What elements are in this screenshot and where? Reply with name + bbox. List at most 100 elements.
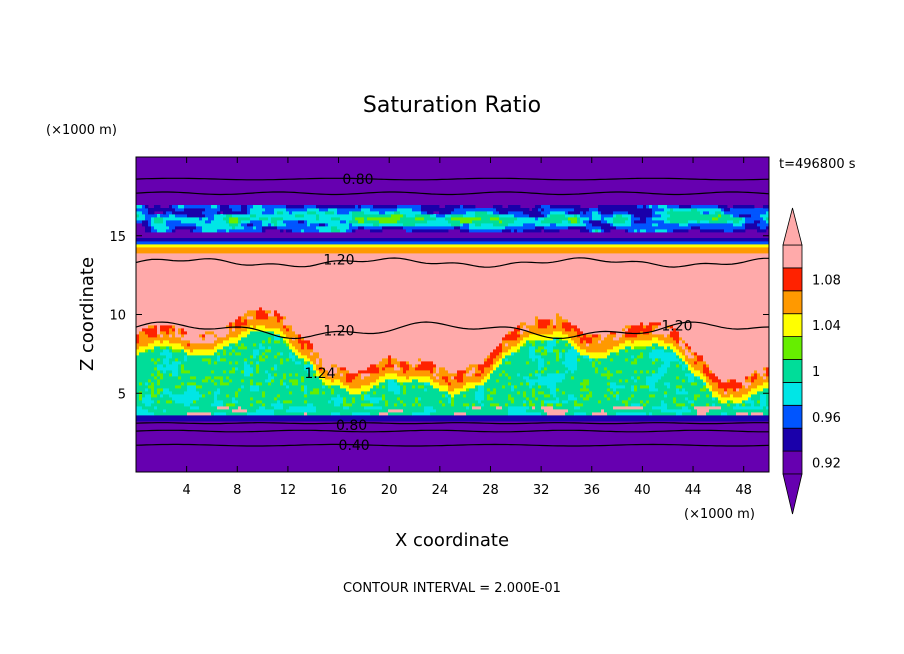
field-cell [685,343,689,347]
field-cell [757,229,767,233]
field-cell [700,370,704,374]
field-cell [625,403,629,407]
field-cell [694,379,704,383]
field-cell [568,217,578,221]
field-cell [520,349,530,353]
field-cell [517,337,524,341]
field-cell [589,343,620,347]
field-cell [718,217,743,221]
field-cell [232,361,236,365]
field-cell [745,217,764,221]
field-cell [652,331,671,335]
field-cell [286,328,290,332]
field-cell [370,364,377,368]
field-cell [355,376,362,380]
field-cell [232,346,239,350]
field-cell [262,352,266,356]
field-cell [640,352,644,356]
field-cell [646,400,650,404]
field-cell [304,229,320,233]
field-cell [691,382,698,386]
field-cell [688,379,695,383]
field-cell [685,349,689,353]
field-cell [649,370,653,374]
field-cell [670,361,680,365]
field-cell [229,331,242,335]
field-cell [577,361,593,365]
field-cell [547,343,557,347]
field-cell [151,217,155,221]
field-cell [205,214,215,218]
field-cell [571,376,575,380]
field-cell [673,337,680,341]
field-cell [631,376,635,380]
field-cell [385,367,395,371]
field-cell [307,391,311,395]
field-cell [271,223,275,227]
field-cell [274,373,278,377]
field-cell [664,361,671,365]
field-cell [466,367,473,371]
field-cell [433,379,446,383]
field-cell [493,388,497,392]
field-cell [667,205,680,209]
field-cell [586,226,602,230]
field-cell [226,349,233,353]
field-cell [196,385,203,389]
field-cell [136,253,769,257]
field-cell [361,373,371,377]
field-cell [511,376,524,380]
field-cell [655,361,665,365]
field-cell [160,382,182,386]
field-cell [502,349,509,353]
field-cell [679,349,686,353]
field-cell [523,223,536,227]
field-cell [499,373,503,377]
field-cell [277,355,290,359]
field-cell [217,397,233,401]
field-cell [463,379,482,383]
field-cell [403,214,407,218]
field-cell [388,358,392,362]
field-cell [388,385,401,389]
field-cell [403,382,425,386]
field-cell [565,352,581,356]
field-cell [331,364,338,368]
field-cell [259,361,281,365]
field-cell [535,343,548,347]
field-cell [217,334,227,338]
field-cell [589,355,608,359]
field-cell [184,355,188,359]
field-cell [565,214,575,218]
field-cell [538,376,566,380]
field-cell [280,382,284,386]
field-cell [721,208,725,212]
x-axis-ticks: 4 8 12 16 20 24 28 32 36 40 44 48 [182,157,752,498]
field-cell [349,391,362,395]
field-cell [349,226,359,230]
field-cell [295,331,509,335]
field-cell [523,325,527,329]
field-cell [169,331,176,335]
field-cell [496,391,518,395]
field-cell [196,388,218,392]
field-cell [433,406,467,410]
field-cell [334,373,341,377]
field-cell [643,325,647,329]
field-cell [274,340,281,344]
field-cell [352,400,356,404]
y-axis-title: Z coordinate [77,257,98,371]
field-cell [634,370,638,374]
field-cell [766,406,769,410]
field-cell [292,373,296,377]
field-cell [259,406,266,410]
field-cell [145,226,152,230]
field-cell [718,397,749,401]
field-cell [706,361,769,365]
field-cell [397,373,434,377]
field-cell [379,385,383,389]
field-cell [292,211,308,215]
field-cell [484,385,503,389]
field-cell [526,340,530,344]
